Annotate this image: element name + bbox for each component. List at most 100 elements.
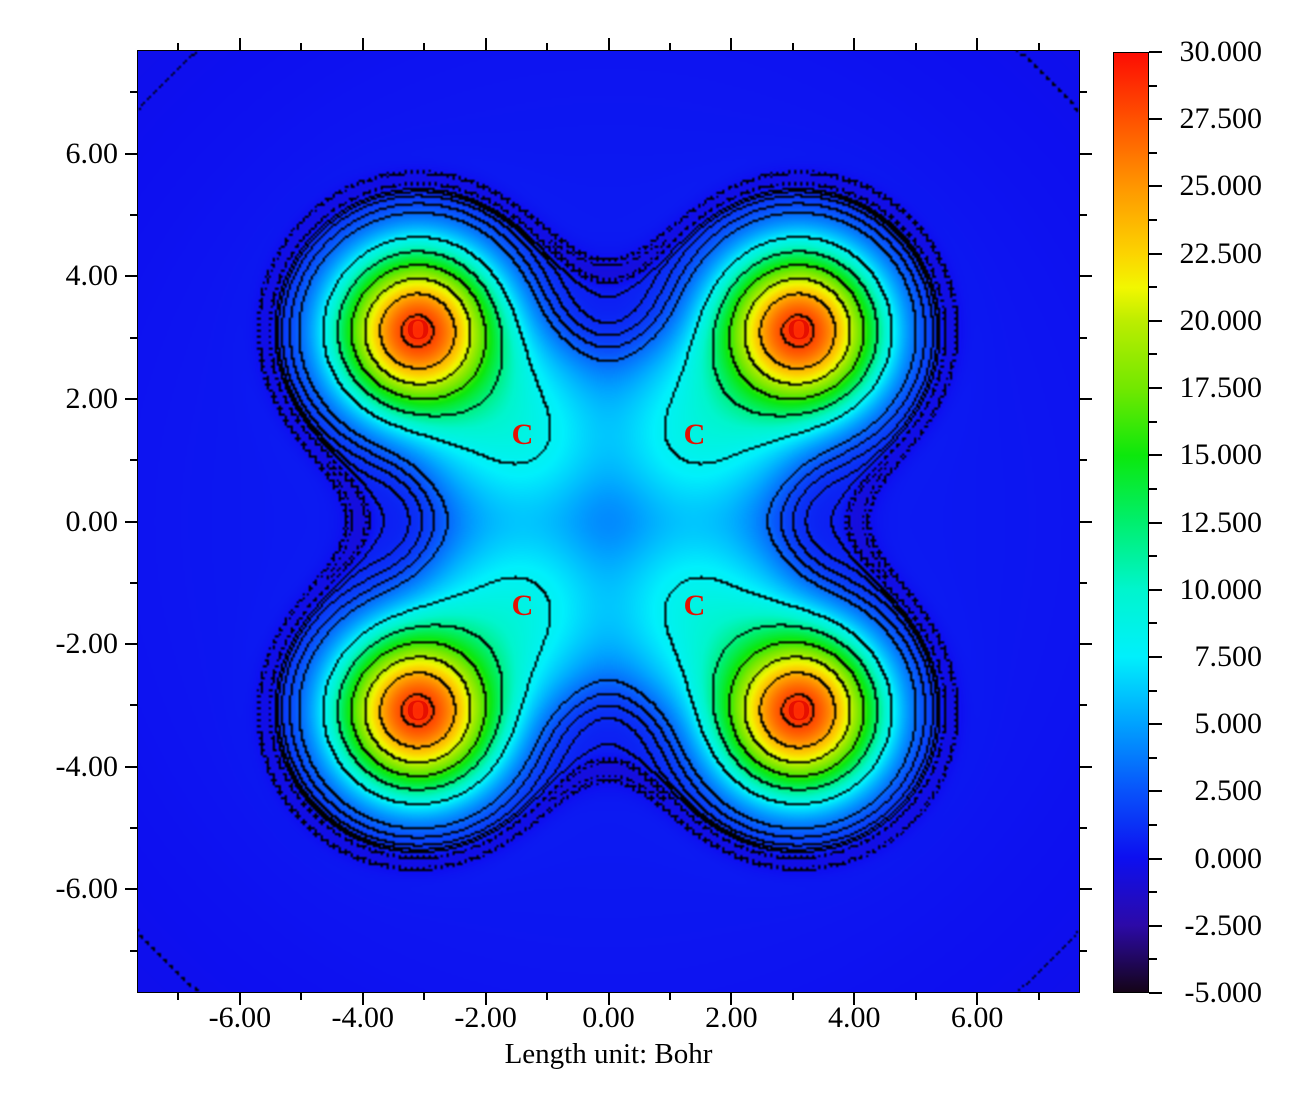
colorbar-tick-label: 5.000 (1194, 707, 1263, 741)
colorbar-tick-label: 27.500 (1179, 102, 1263, 136)
y-major-tick-right (1080, 888, 1092, 891)
x-minor-tick-top (914, 43, 917, 50)
y-minor-tick-right (1080, 704, 1087, 707)
x-minor-tick (546, 993, 549, 1000)
atom-label-C: C (511, 589, 534, 623)
x-tick-label: 0.00 (582, 1001, 635, 1034)
x-major-tick (607, 993, 610, 1005)
y-minor-tick-right (1080, 336, 1087, 339)
y-minor-tick-right (1080, 91, 1087, 94)
y-major-tick-right (1080, 520, 1092, 523)
x-minor-tick (177, 993, 180, 1000)
y-minor-tick (130, 827, 137, 829)
y-minor-tick-right (1080, 459, 1087, 462)
x-major-tick-top (976, 38, 979, 50)
y-minor-tick-right (1080, 581, 1087, 584)
colorbar-tick-label: 17.500 (1179, 371, 1263, 405)
colorbar-major-tick (1149, 252, 1162, 255)
colorbar-minor-tick (1149, 151, 1157, 154)
x-tick-label: -2.00 (454, 1001, 517, 1034)
colorbar-minor-tick (1149, 286, 1157, 289)
colorbar-major-tick (1149, 924, 1162, 927)
x-minor-tick-top (177, 43, 180, 50)
x-tick-label: 4.00 (828, 1001, 881, 1034)
colorbar-major-tick (1149, 185, 1162, 188)
colorbar-tick-label: 7.500 (1194, 639, 1263, 673)
x-minor-tick (1037, 993, 1040, 1000)
colorbar-major-tick (1149, 118, 1162, 121)
colorbar-minor-tick (1149, 756, 1157, 759)
colorbar-major-tick (1149, 790, 1162, 793)
colorbar-major-tick (1149, 454, 1162, 457)
colorbar-tick-label: 30.000 (1179, 35, 1263, 68)
y-minor-tick-right (1080, 214, 1087, 216)
colorbar-major-tick (1149, 857, 1162, 860)
colorbar-minor-tick (1149, 84, 1157, 87)
x-tick-label: 2.00 (705, 1001, 758, 1034)
x-major-tick (361, 993, 364, 1005)
x-axis-caption: Length unit: Bohr (504, 1038, 713, 1070)
y-major-tick (125, 520, 137, 523)
y-minor-tick (130, 459, 137, 462)
x-tick-label: 6.00 (950, 1001, 1004, 1034)
colorbar-minor-tick (1149, 823, 1157, 826)
x-minor-tick (423, 993, 426, 1000)
x-minor-tick-top (423, 43, 426, 50)
y-minor-tick (130, 581, 137, 584)
x-minor-tick-top (791, 43, 794, 50)
colorbar-major-tick (1149, 521, 1162, 524)
x-minor-tick-top (1037, 43, 1040, 50)
y-major-tick (125, 888, 137, 891)
y-tick-label: 6.00 (65, 136, 119, 170)
atom-label-O: O (406, 313, 430, 347)
y-minor-tick-right (1080, 949, 1087, 952)
colorbar-tick-label: 15.000 (1179, 438, 1263, 472)
colorbar-tick-label: 12.500 (1179, 505, 1263, 539)
y-minor-tick-right (1080, 827, 1087, 829)
colorbar-minor-tick (1149, 420, 1157, 423)
y-major-tick (125, 152, 137, 155)
colorbar-minor-tick (1149, 622, 1157, 625)
x-major-tick-top (730, 38, 733, 50)
x-minor-tick-top (546, 43, 549, 50)
x-major-tick (730, 993, 733, 1005)
y-tick-label: -6.00 (55, 872, 119, 906)
y-minor-tick (130, 91, 137, 94)
y-major-tick-right (1080, 397, 1092, 400)
x-minor-tick (791, 993, 794, 1000)
y-tick-label: -4.00 (55, 749, 119, 783)
y-minor-tick (130, 214, 137, 216)
colorbar-major-tick (1149, 51, 1162, 53)
atom-label-C: C (683, 589, 706, 623)
colorbar-minor-tick (1149, 219, 1157, 222)
colorbar-minor-tick (1149, 689, 1157, 692)
y-tick-label: 0.00 (65, 504, 119, 538)
colorbar-tick-label: 0.000 (1194, 841, 1263, 875)
colorbar-tick-label: 2.500 (1194, 774, 1263, 808)
x-tick-label: -4.00 (331, 1001, 394, 1034)
colorbar-minor-tick (1149, 891, 1157, 894)
atom-label-O: O (787, 693, 811, 727)
x-major-tick-top (361, 38, 364, 50)
atom-label-O: O (787, 313, 811, 347)
y-major-tick-right (1080, 275, 1092, 278)
colorbar-tick-label: -5.000 (1184, 976, 1263, 1009)
x-major-tick-top (484, 38, 487, 50)
y-major-tick-right (1080, 643, 1092, 646)
y-minor-tick (130, 949, 137, 952)
y-major-tick (125, 765, 137, 768)
colorbar-minor-tick (1149, 353, 1157, 356)
colorbar-major-tick (1149, 319, 1162, 322)
y-major-tick (125, 275, 137, 278)
x-major-tick-top (853, 38, 856, 50)
colorbar-tick-label: 22.500 (1179, 236, 1263, 270)
x-minor-tick (668, 993, 671, 1000)
colorbar-major-tick (1149, 387, 1162, 390)
x-major-tick-top (607, 38, 610, 50)
atom-label-C: C (511, 417, 534, 451)
x-minor-tick-top (300, 43, 303, 50)
atom-label-O: O (406, 693, 430, 727)
colorbar (1113, 52, 1149, 993)
x-major-tick (976, 993, 979, 1005)
